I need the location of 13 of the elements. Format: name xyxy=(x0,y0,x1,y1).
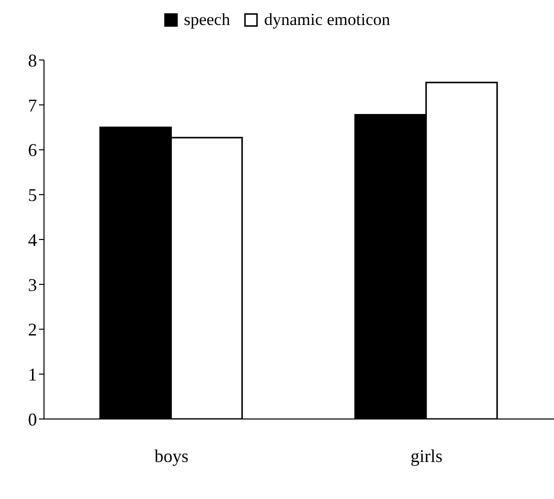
x-tick-label: girls xyxy=(410,446,443,466)
y-tick-label: 1 xyxy=(28,364,37,385)
y-tick-label: 6 xyxy=(28,140,37,160)
y-tick-label: 8 xyxy=(28,50,37,70)
y-tick-label: 3 xyxy=(28,274,37,295)
y-tick-label: 0 xyxy=(28,409,37,430)
legend-label: dynamic emoticon xyxy=(264,10,390,30)
legend-label: speech xyxy=(184,10,230,30)
y-tick-label: 5 xyxy=(28,185,37,206)
y-tick-label: 2 xyxy=(28,320,37,340)
x-tick-label: boys xyxy=(154,446,189,466)
y-tick-label: 7 xyxy=(28,95,37,116)
y-tick-label: 4 xyxy=(28,230,37,250)
